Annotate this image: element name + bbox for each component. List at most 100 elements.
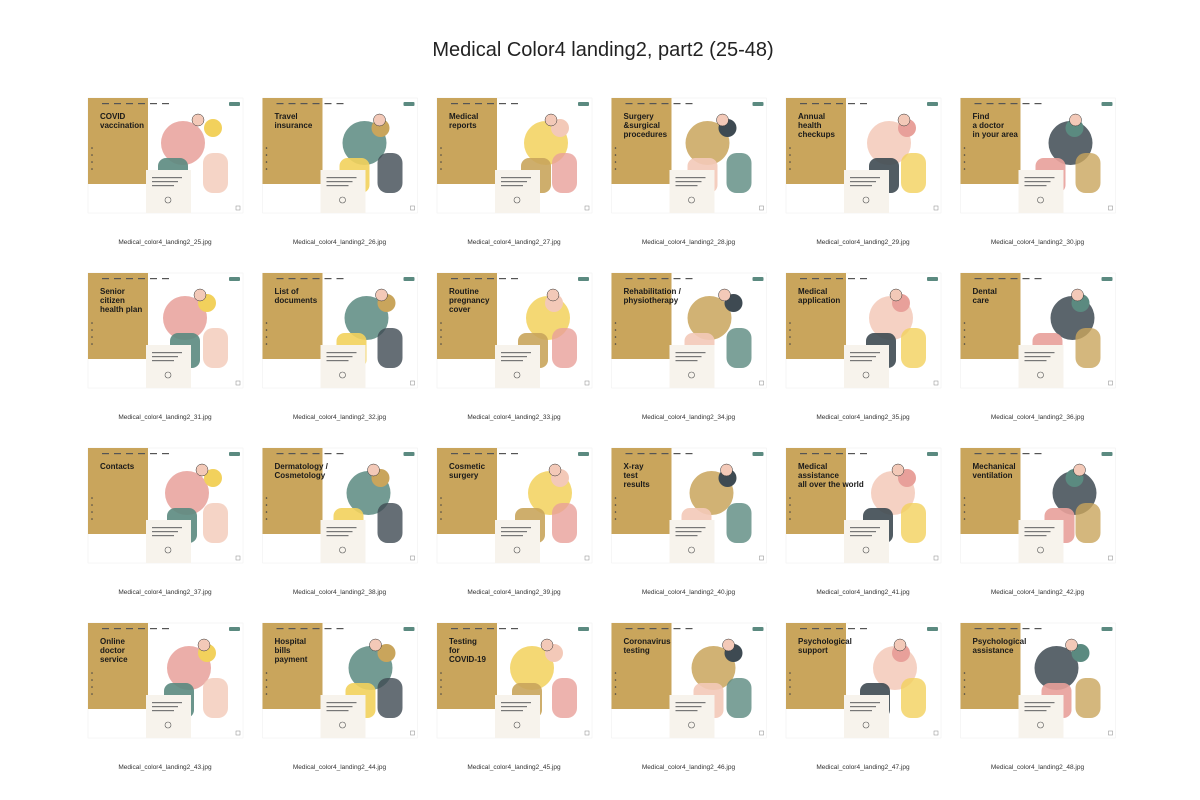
card-button: [164, 546, 172, 554]
illustration: [377, 153, 403, 193]
side-dot: [91, 672, 93, 674]
side-dot: [440, 518, 442, 520]
card-text-line: [1024, 710, 1047, 712]
card-text-line: [501, 356, 527, 358]
card-text-line: [152, 356, 178, 358]
side-dot: [789, 329, 791, 331]
nav-item: [812, 103, 819, 105]
illustration-head: [375, 288, 388, 302]
card-button: [164, 721, 172, 729]
content-card: [320, 695, 366, 738]
nav-item: [487, 628, 494, 630]
thumbnail-heading: Senior: [100, 287, 125, 296]
side-dot: [265, 511, 268, 513]
card-text-line: [850, 356, 876, 358]
nav-item: [162, 453, 169, 455]
tan-block: [88, 448, 148, 534]
card-text-line: [1024, 177, 1055, 179]
content-card: [320, 170, 366, 213]
thumbnail-heading: Mechanical: [973, 462, 1016, 471]
nav-item: [463, 453, 470, 455]
illustration: [726, 503, 752, 543]
nav-button: [927, 627, 938, 631]
side-dot: [91, 686, 93, 688]
illustration: [344, 296, 389, 340]
card-button: [1037, 546, 1044, 554]
nav-item: [102, 628, 109, 630]
nav-item: [836, 453, 843, 455]
card-text-line: [152, 710, 174, 712]
illustration: [726, 328, 752, 368]
card-button: [688, 546, 695, 554]
content-card: [146, 520, 191, 563]
illustration: [165, 471, 209, 515]
nav-item: [300, 453, 308, 455]
content-card: [1018, 520, 1064, 563]
thumbnail-heading: checkups: [798, 130, 835, 139]
side-dot: [614, 679, 617, 681]
side-dot: [91, 511, 93, 513]
thumbnail-heading: health plan: [100, 305, 142, 314]
nav-button: [927, 277, 938, 281]
illustration-head: [722, 638, 735, 652]
thumbnail-caption: Medical_color4_landing2_41.jpg: [816, 589, 910, 596]
side-dot: [440, 672, 442, 674]
side-dot: [963, 322, 966, 324]
thumbnail-heading: citizen: [100, 296, 125, 305]
corner-icon: [235, 555, 241, 561]
illustration-head: [367, 463, 380, 477]
illustration: [552, 678, 577, 718]
nav-item: [499, 103, 506, 105]
thumbnail-caption: Medical_color4_landing2_37.jpg: [118, 589, 212, 596]
illustration: [204, 119, 222, 137]
content-card: [1018, 695, 1064, 738]
illustration: [203, 328, 228, 368]
illustration-head: [191, 113, 205, 127]
thumbnail-heading: Psychological: [798, 637, 852, 646]
card-text-line: [152, 360, 174, 362]
nav-item: [848, 453, 855, 455]
side-dot: [91, 161, 93, 163]
side-dot: [614, 343, 617, 345]
thumbnail-caption: Medical_color4_landing2_29.jpg: [816, 239, 910, 246]
illustration: [901, 503, 926, 543]
thumbnail-heading: care: [973, 296, 990, 305]
card-text-line: [152, 535, 174, 537]
thumbnail-heading: Medical: [798, 462, 827, 471]
nav-item: [300, 103, 308, 105]
side-dot: [265, 154, 268, 156]
side-dot: [614, 336, 617, 338]
page-title: Medical Color4 landing2, part2 (25-48): [432, 39, 773, 61]
illustration: [726, 678, 752, 718]
side-dot: [963, 504, 966, 506]
side-dot: [614, 322, 617, 324]
side-dot: [614, 511, 617, 513]
side-dot: [440, 154, 442, 156]
thumbnail-caption: Medical_color4_landing2_30.jpg: [991, 239, 1085, 246]
thumbnail-heading: bills: [275, 646, 292, 655]
nav-button: [752, 102, 764, 106]
side-dot: [265, 672, 268, 674]
thumbnail-heading: application: [798, 296, 840, 305]
card-button: [339, 371, 346, 379]
card-text-line: [501, 185, 523, 187]
side-dot: [614, 168, 617, 170]
thumbnail-heading: procedures: [624, 130, 668, 139]
nav-item: [312, 103, 320, 105]
thumbnail-heading: reports: [449, 121, 477, 130]
thumbnail-heading: List of: [275, 287, 299, 296]
tan-block: [262, 448, 323, 534]
nav-item: [102, 278, 109, 280]
side-dot: [265, 497, 268, 499]
card-text-line: [675, 360, 698, 362]
tan-block: [960, 448, 1021, 534]
card-text-line: [850, 185, 872, 187]
illustration-head: [195, 463, 209, 477]
side-dot: [614, 161, 617, 163]
nav-item: [451, 453, 458, 455]
illustration: [552, 328, 577, 368]
nav-item: [998, 103, 1006, 105]
card-button: [513, 371, 521, 379]
